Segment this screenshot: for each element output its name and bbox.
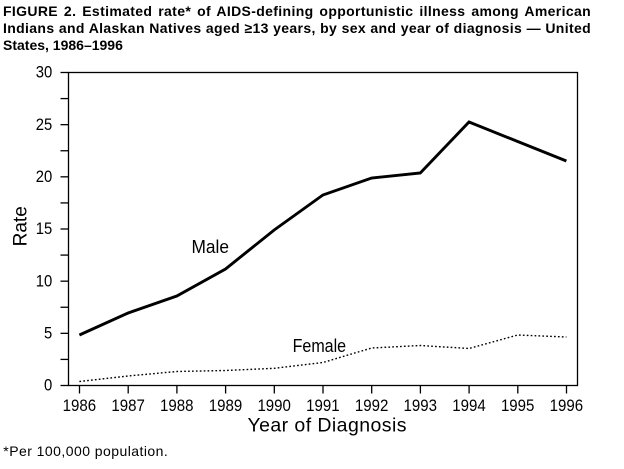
svg-text:1988: 1988 [160, 397, 194, 415]
svg-text:1992: 1992 [355, 397, 389, 415]
svg-text:15: 15 [36, 220, 53, 238]
svg-text:Year of Diagnosis: Year of Diagnosis [247, 414, 406, 436]
svg-text:1986: 1986 [63, 397, 97, 415]
svg-text:Female: Female [293, 336, 347, 356]
svg-text:1993: 1993 [404, 397, 438, 415]
svg-text:Male: Male [192, 237, 230, 257]
svg-text:1991: 1991 [306, 397, 340, 415]
svg-text:30: 30 [36, 64, 53, 82]
svg-text:1994: 1994 [452, 397, 486, 415]
svg-text:25: 25 [36, 116, 53, 134]
svg-text:1989: 1989 [209, 397, 243, 415]
svg-text:20: 20 [36, 168, 53, 186]
svg-text:1996: 1996 [550, 397, 584, 415]
svg-text:1987: 1987 [111, 397, 145, 415]
svg-text:10: 10 [36, 272, 53, 290]
svg-text:1990: 1990 [257, 397, 291, 415]
svg-text:1995: 1995 [501, 397, 535, 415]
svg-text:0: 0 [44, 377, 52, 395]
svg-text:5: 5 [44, 325, 52, 343]
svg-text:Rate: Rate [10, 206, 31, 246]
